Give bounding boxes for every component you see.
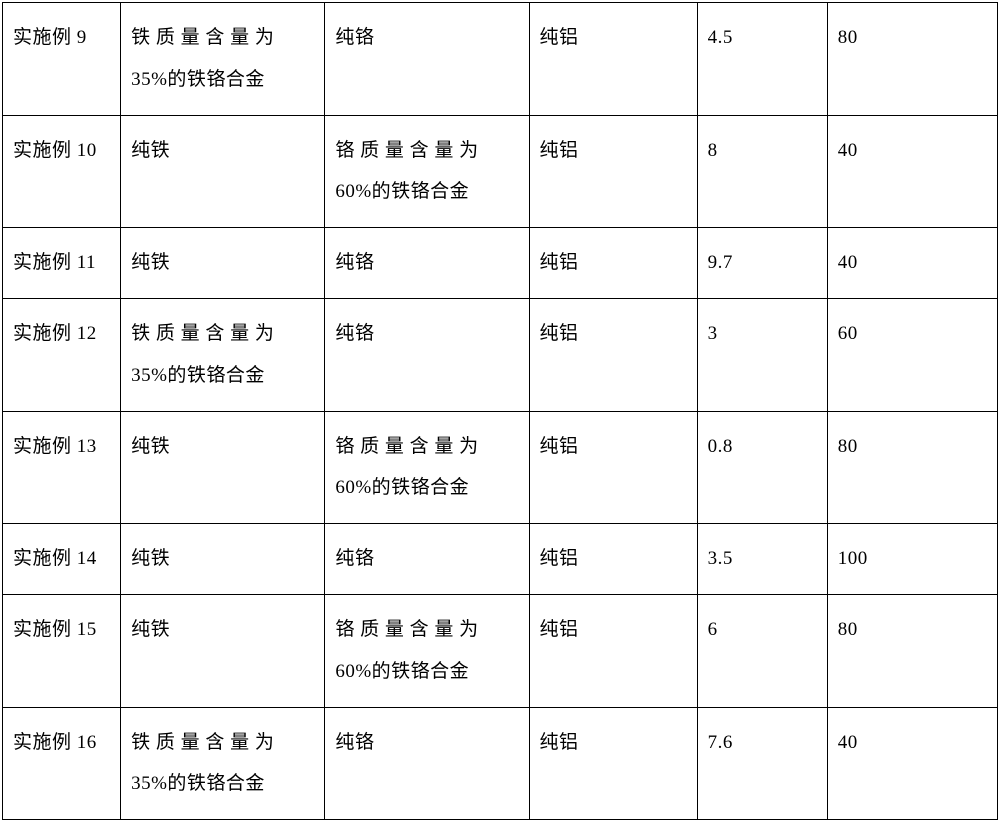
cell-value-1: 7.6: [697, 707, 827, 820]
cell-line: 60%的铁铬合金: [335, 171, 518, 213]
cell-chromium-source: 纯铬: [325, 228, 529, 299]
cell-value-1: 9.7: [697, 228, 827, 299]
cell-aluminum-source: 纯铝: [529, 707, 697, 820]
table-row: 实施例 16 铁 质 量 含 量 为 35%的铁铬合金 纯铬 纯铝 7.6 40: [3, 707, 998, 820]
cell-line: 35%的铁铬合金: [131, 355, 314, 397]
cell-value-2: 60: [827, 298, 997, 411]
cell-value-2: 80: [827, 594, 997, 707]
cell-example-label: 实施例 10: [3, 115, 121, 228]
cell-value-2: 80: [827, 411, 997, 524]
cell-value-1: 3.5: [697, 524, 827, 595]
cell-value-1: 4.5: [697, 3, 827, 116]
cell-line: 铬 质 量 含 量 为: [335, 130, 518, 172]
cell-iron-source: 纯铁: [121, 115, 325, 228]
cell-example-label: 实施例 14: [3, 524, 121, 595]
cell-example-label: 实施例 13: [3, 411, 121, 524]
cell-aluminum-source: 纯铝: [529, 524, 697, 595]
cell-iron-source: 纯铁: [121, 228, 325, 299]
cell-line: 60%的铁铬合金: [335, 467, 518, 509]
cell-example-label: 实施例 11: [3, 228, 121, 299]
cell-line: 铬 质 量 含 量 为: [335, 426, 518, 468]
cell-aluminum-source: 纯铝: [529, 298, 697, 411]
cell-iron-source: 铁 质 量 含 量 为 35%的铁铬合金: [121, 298, 325, 411]
cell-aluminum-source: 纯铝: [529, 228, 697, 299]
cell-value-2: 100: [827, 524, 997, 595]
cell-example-label: 实施例 12: [3, 298, 121, 411]
cell-line: 铁 质 量 含 量 为: [131, 722, 314, 764]
table-row: 实施例 11 纯铁 纯铬 纯铝 9.7 40: [3, 228, 998, 299]
cell-example-label: 实施例 9: [3, 3, 121, 116]
cell-aluminum-source: 纯铝: [529, 115, 697, 228]
cell-chromium-source: 纯铬: [325, 707, 529, 820]
cell-chromium-source: 纯铬: [325, 298, 529, 411]
cell-aluminum-source: 纯铝: [529, 411, 697, 524]
cell-line: 60%的铁铬合金: [335, 651, 518, 693]
cell-example-label: 实施例 15: [3, 594, 121, 707]
cell-iron-source: 铁 质 量 含 量 为 35%的铁铬合金: [121, 3, 325, 116]
cell-value-2: 80: [827, 3, 997, 116]
cell-chromium-source: 纯铬: [325, 3, 529, 116]
table-row: 实施例 13 纯铁 铬 质 量 含 量 为 60%的铁铬合金 纯铝 0.8 80: [3, 411, 998, 524]
cell-chromium-source: 铬 质 量 含 量 为 60%的铁铬合金: [325, 594, 529, 707]
table-row: 实施例 15 纯铁 铬 质 量 含 量 为 60%的铁铬合金 纯铝 6 80: [3, 594, 998, 707]
cell-aluminum-source: 纯铝: [529, 3, 697, 116]
cell-value-1: 6: [697, 594, 827, 707]
table-row: 实施例 14 纯铁 纯铬 纯铝 3.5 100: [3, 524, 998, 595]
cell-value-2: 40: [827, 228, 997, 299]
cell-line: 铁 质 量 含 量 为: [131, 17, 314, 59]
table-row: 实施例 10 纯铁 铬 质 量 含 量 为 60%的铁铬合金 纯铝 8 40: [3, 115, 998, 228]
cell-value-1: 0.8: [697, 411, 827, 524]
cell-example-label: 实施例 16: [3, 707, 121, 820]
table-row: 实施例 9 铁 质 量 含 量 为 35%的铁铬合金 纯铬 纯铝 4.5 80: [3, 3, 998, 116]
cell-value-2: 40: [827, 707, 997, 820]
data-table: 实施例 9 铁 质 量 含 量 为 35%的铁铬合金 纯铬 纯铝 4.5 80 …: [2, 2, 998, 820]
cell-iron-source: 纯铁: [121, 524, 325, 595]
cell-chromium-source: 纯铬: [325, 524, 529, 595]
cell-line: 铁 质 量 含 量 为: [131, 313, 314, 355]
cell-line: 35%的铁铬合金: [131, 763, 314, 805]
cell-iron-source: 纯铁: [121, 411, 325, 524]
cell-value-2: 40: [827, 115, 997, 228]
cell-line: 35%的铁铬合金: [131, 59, 314, 101]
cell-iron-source: 纯铁: [121, 594, 325, 707]
cell-value-1: 8: [697, 115, 827, 228]
cell-line: 铬 质 量 含 量 为: [335, 609, 518, 651]
cell-chromium-source: 铬 质 量 含 量 为 60%的铁铬合金: [325, 115, 529, 228]
table-row: 实施例 12 铁 质 量 含 量 为 35%的铁铬合金 纯铬 纯铝 3 60: [3, 298, 998, 411]
cell-iron-source: 铁 质 量 含 量 为 35%的铁铬合金: [121, 707, 325, 820]
cell-value-1: 3: [697, 298, 827, 411]
cell-chromium-source: 铬 质 量 含 量 为 60%的铁铬合金: [325, 411, 529, 524]
cell-aluminum-source: 纯铝: [529, 594, 697, 707]
